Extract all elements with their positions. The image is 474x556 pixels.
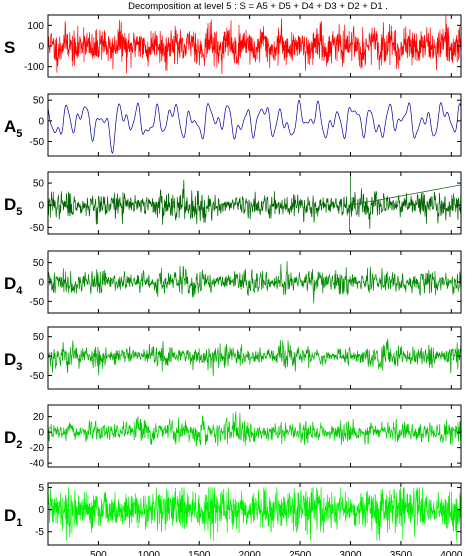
y-tick-label: 100 — [27, 21, 44, 32]
series-line-a5 — [47, 100, 462, 154]
series-label-d3: D3 — [4, 350, 22, 373]
panel-s: 100 0 -100 S — [4, 14, 462, 78]
series-line-d4 — [47, 261, 462, 304]
x-tick-label: 3000 — [339, 550, 362, 556]
series-line-s — [47, 15, 462, 75]
y-tick-label: 0 — [38, 116, 44, 127]
y-tick-label: 0 — [38, 201, 44, 212]
panel-a5: 50 0 -50 A5 — [4, 93, 462, 157]
panel-frame — [47, 482, 462, 546]
y-tick-label: 50 — [33, 96, 45, 107]
x-tick-label: 1500 — [188, 550, 211, 556]
y-tick-label: -100 — [24, 62, 44, 73]
y-tick-label: -50 — [30, 223, 45, 234]
y-tick-label: 0 — [38, 352, 44, 363]
x-axis: 500 1000 1500 2000 2500 3000 3500 4000 — [90, 550, 463, 556]
y-tick-label: -5 — [35, 527, 44, 538]
series-label-s: S — [4, 38, 15, 57]
series-line-d3 — [47, 338, 462, 377]
panel-d2: 20 0 -20 -40 D2 — [4, 404, 462, 470]
series-label-d1: D1 — [4, 506, 22, 529]
x-tick-label: 2000 — [239, 550, 262, 556]
y-tick-label: -40 — [30, 459, 45, 470]
x-tick-label: 500 — [90, 550, 107, 556]
series-line-d1 — [47, 487, 462, 541]
series-label-d5: D5 — [4, 195, 22, 218]
y-tick-label: 50 — [33, 179, 45, 190]
panel-d3: 50 0 -50 D3 — [4, 326, 462, 390]
x-tick-label: 3500 — [390, 550, 413, 556]
y-tick-label: 0 — [38, 42, 44, 53]
panel-frame — [47, 171, 462, 235]
series-label-d4: D4 — [4, 274, 23, 297]
panel-frame — [47, 326, 462, 390]
series-line-d2 — [47, 411, 462, 447]
panel-frame — [47, 404, 462, 468]
y-tick-label: 50 — [33, 332, 45, 343]
y-tick-label: -50 — [30, 137, 45, 148]
x-tick-label: 2500 — [289, 550, 312, 556]
x-tick-label: 1000 — [138, 550, 161, 556]
subplot-panels: 1000-100S500-50A5500-50D5500-50D4500-50D… — [4, 14, 462, 546]
y-tick-label: 0 — [38, 428, 44, 439]
y-tick-label: 5 — [38, 483, 44, 494]
panel-d1: 5 0 -5 D1 — [4, 482, 462, 546]
series-label-d2: D2 — [4, 428, 22, 451]
panel-d5: 50 0 -50 D5 — [4, 171, 462, 235]
y-tick-label: -20 — [30, 443, 45, 454]
y-tick-label: 50 — [33, 258, 45, 269]
y-tick-label: 0 — [38, 278, 44, 289]
panel-frame — [47, 93, 462, 157]
y-tick-label: -50 — [30, 371, 45, 382]
series-label-a5: A5 — [4, 117, 22, 140]
chart-title: Decomposition at level 5 : S = A5 + D5 +… — [128, 1, 388, 12]
series-line-d5 — [47, 174, 462, 232]
y-tick-label: 0 — [38, 505, 44, 516]
x-tick-label: 4000 — [440, 550, 463, 556]
y-tick-label: -50 — [30, 297, 45, 308]
y-tick-label: 20 — [33, 412, 45, 423]
panel-d4: 50 0 -50 D4 — [4, 250, 462, 314]
